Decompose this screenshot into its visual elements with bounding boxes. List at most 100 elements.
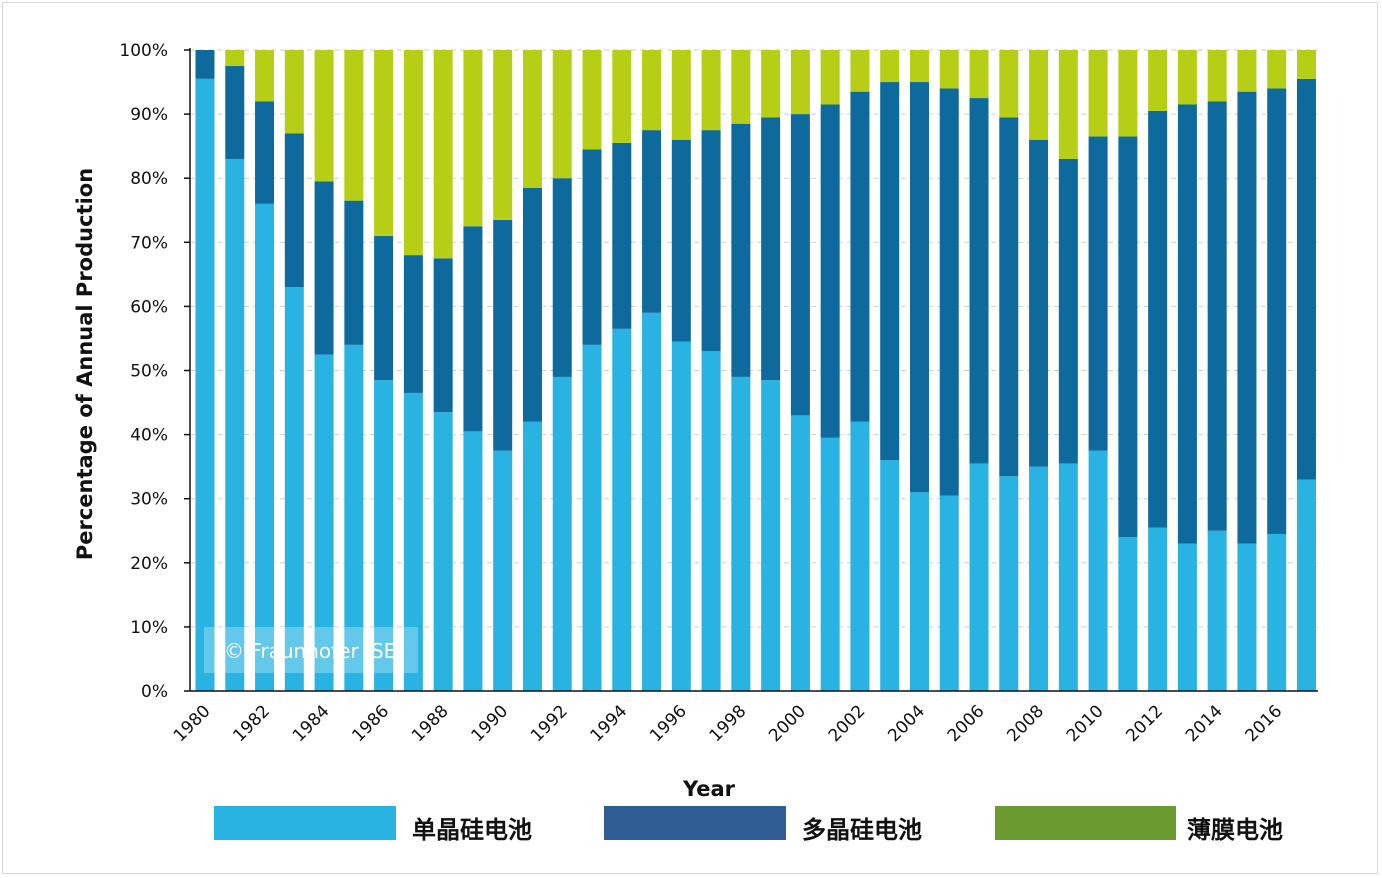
bar-segment-s2: [909, 50, 929, 83]
bar-segment-s1: [1237, 91, 1257, 544]
bar-segment-s0: [671, 341, 691, 691]
bar-segment-s2: [1296, 50, 1316, 79]
x-tick-label: 1986: [348, 701, 393, 746]
y-tick-labels: 0% 10% 20% 30% 40% 50% 60% 70% 80% 90% 100%: [119, 41, 190, 702]
bar-segment-s1: [880, 82, 900, 461]
bar-segment-s0: [850, 421, 870, 691]
x-tick-label: 2002: [825, 701, 870, 746]
bar-segment-s1: [552, 178, 572, 377]
y-tick-label: 90%: [130, 105, 168, 125]
bar-segment-s0: [582, 344, 602, 691]
y-tick-label: 20%: [130, 554, 168, 574]
bar-segment-s0: [1118, 537, 1138, 691]
bar-stack: [1058, 50, 1078, 691]
watermark-text: © Fraunhofer ISE: [224, 639, 396, 663]
y-tick-label: 70%: [130, 233, 168, 253]
bar-segment-s0: [552, 376, 572, 691]
x-tick-label: 1998: [706, 701, 751, 746]
bar-segment-s1: [820, 104, 840, 438]
x-tick-label: 1994: [587, 701, 632, 746]
bar-stack: [1148, 50, 1168, 691]
bar-segment-s1: [909, 82, 929, 493]
legend-label-thinfilm: 薄膜电池: [1187, 816, 1283, 844]
legend-item-thinfilm: 薄膜电池: [995, 806, 1295, 844]
bar-stack: [195, 50, 215, 692]
bar-segment-s2: [433, 50, 453, 259]
bar-segment-s0: [433, 412, 453, 691]
bar-segment-s0: [701, 351, 721, 691]
bar-stack: [939, 50, 959, 691]
bar-segment-s2: [374, 50, 394, 236]
bar-segment-s0: [820, 437, 840, 691]
bar-stack: [969, 50, 989, 691]
bar-segment-s2: [1029, 50, 1049, 140]
bar-segment-s1: [403, 255, 423, 393]
bar-segment-s2: [582, 50, 602, 150]
bar-segment-s0: [195, 78, 215, 692]
bar-segment-s1: [1148, 110, 1168, 528]
bar-segment-s1: [374, 235, 394, 381]
bar-segment-s1: [582, 149, 602, 345]
bar-stack: [731, 50, 751, 691]
bar-segment-s0: [642, 312, 662, 691]
bar-segment-s1: [1177, 104, 1197, 544]
bar-segment-s1: [999, 117, 1019, 477]
x-tick-label: 2008: [1003, 701, 1048, 746]
bar-stack: [1029, 50, 1049, 691]
y-tick-label: 30%: [130, 490, 168, 510]
bar-segment-s1: [1029, 139, 1049, 467]
bar-stack: [612, 50, 632, 691]
legend-label-mono: 单晶硅电池: [412, 816, 532, 844]
bar-segment-s2: [820, 50, 840, 105]
x-tick-label: 1992: [527, 701, 572, 746]
bar-stack: [1237, 50, 1257, 691]
bar-stack: [225, 50, 245, 692]
y-tick-label: 100%: [119, 41, 168, 61]
x-tick-label: 2006: [944, 701, 989, 746]
x-tick-label: 2014: [1182, 701, 1227, 746]
bar-stack: [1118, 50, 1138, 691]
bar-segment-s0: [1088, 450, 1108, 691]
bar-segment-s1: [522, 187, 542, 422]
bar-segment-s1: [1267, 88, 1287, 534]
bar-segment-s1: [463, 226, 483, 432]
bar-segment-s0: [1237, 543, 1257, 691]
x-tick-label: 2016: [1242, 701, 1287, 746]
bar-segment-s2: [403, 50, 423, 256]
bar-segment-s1: [1118, 136, 1138, 538]
bar-segment-s1: [225, 66, 245, 159]
x-tick-label: 1988: [408, 701, 453, 746]
bar-segment-s2: [255, 50, 275, 102]
bar-stack: [761, 50, 781, 691]
x-tick-label: 1990: [468, 701, 513, 746]
bar-segment-s1: [314, 181, 334, 355]
bar-segment-s1: [612, 142, 632, 329]
bar-segment-s0: [969, 463, 989, 691]
x-tick-label: 1996: [646, 701, 691, 746]
bar-segment-s0: [1207, 530, 1227, 691]
legend-item-mono: 单晶硅电池: [214, 806, 544, 844]
y-tick-label: 60%: [130, 297, 168, 317]
bar-segment-s1: [761, 117, 781, 381]
bar-stack: [909, 50, 929, 691]
bar-stack: [1207, 50, 1227, 691]
legend-swatch-mono: [214, 806, 396, 840]
bar-segment-s1: [255, 101, 275, 204]
bar-segment-s1: [493, 219, 513, 451]
bar-segment-s1: [1058, 158, 1078, 464]
bar-segment-s2: [761, 50, 781, 118]
bar-segment-s0: [225, 158, 245, 692]
bar-stack: [642, 50, 662, 691]
bar-segment-s1: [850, 91, 870, 422]
bar-stack: [790, 50, 810, 691]
bar-segment-s2: [463, 50, 483, 227]
legend-swatch-poly: [604, 806, 786, 840]
bar-segment-s2: [1207, 50, 1227, 102]
bar-segment-s2: [225, 50, 245, 67]
bar-stack: [701, 50, 721, 691]
bar-segment-s0: [522, 421, 542, 691]
bar-segment-s2: [731, 50, 751, 124]
bar-segment-s1: [701, 130, 721, 352]
y-tick-label: 80%: [130, 169, 168, 189]
